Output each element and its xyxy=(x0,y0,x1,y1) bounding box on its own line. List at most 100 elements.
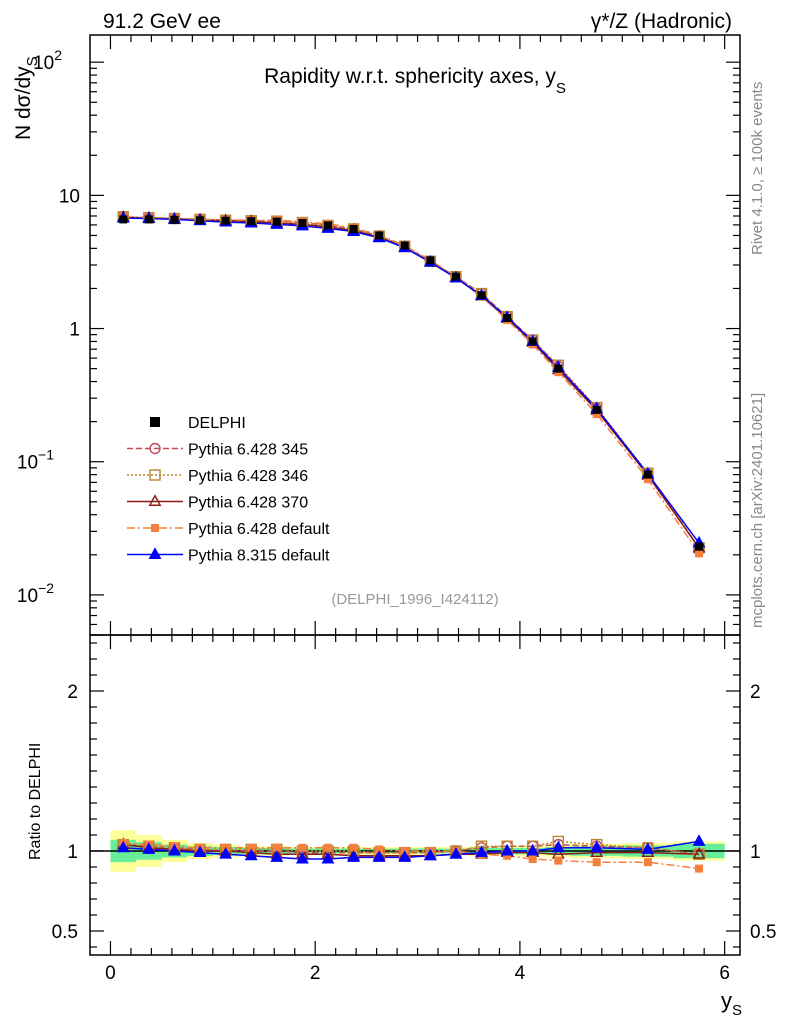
data-point xyxy=(695,542,704,551)
ratio-series-3-point xyxy=(643,858,652,867)
data-point xyxy=(323,221,332,230)
ratio-series-3-point xyxy=(695,864,704,873)
legend: DELPHI Pythia 6.428 345 Pythia 6.428 346 Py… xyxy=(127,415,330,565)
ratio-series-4-point xyxy=(475,845,488,858)
legend-marker-2 xyxy=(148,494,162,506)
ratio-ytick-label-right: 1 xyxy=(750,842,761,863)
data-point xyxy=(643,470,652,479)
ratio-series-4-point xyxy=(641,842,655,854)
main-series-layer xyxy=(116,210,706,558)
ratio-series-3-point xyxy=(323,843,332,852)
ratio-series-3-point xyxy=(298,843,307,852)
energy-label: 91.2 GeV ee xyxy=(103,10,221,33)
ratio-series-3-point xyxy=(272,843,281,852)
ratio-series-4-point xyxy=(423,848,437,861)
main-ylabel: N dσ/dyS xyxy=(12,56,41,140)
legend-label-4: Pythia 8.315 default xyxy=(188,548,330,565)
ratio-xtick-label: 2 xyxy=(310,963,321,984)
ratio-series-4-point xyxy=(500,843,514,856)
ratio-xtick-label: 6 xyxy=(719,963,730,984)
process-label: γ*/Z (Hadronic) xyxy=(591,10,732,33)
data-point xyxy=(477,291,486,300)
data-point xyxy=(451,272,460,281)
main-ytick-exponent: −1 xyxy=(38,447,54,463)
ratio-series-4-point xyxy=(347,850,361,862)
ratio-series-4-point xyxy=(449,847,463,859)
main-series-3-point xyxy=(643,475,652,484)
data-point xyxy=(221,216,230,225)
data-point xyxy=(426,256,435,265)
main-ytick-label: 10−2 xyxy=(17,580,54,607)
ratio-ytick-label: 1 xyxy=(67,842,78,863)
legend-label-1: Pythia 6.428 346 xyxy=(188,468,308,485)
data-point xyxy=(528,337,537,346)
data-point xyxy=(247,217,256,226)
ratio-ytick-label-right: 2 xyxy=(750,682,761,703)
ratio-series-3-point xyxy=(349,843,358,852)
ratio-series-layer xyxy=(90,830,740,873)
ratio-series-4-point xyxy=(219,847,233,859)
data-point xyxy=(375,231,384,240)
ratio-xtick-label: 0 xyxy=(105,963,116,984)
ratio-series-4-point xyxy=(295,851,309,864)
ratio-series-3-point xyxy=(247,843,256,852)
ratio-xlabel: yS xyxy=(721,988,742,1019)
legend-marker-4 xyxy=(148,547,162,559)
main-ytick-label: 10−1 xyxy=(17,447,54,474)
ratio-ytick-label-right: 0.5 xyxy=(750,922,776,943)
data-point xyxy=(196,216,205,225)
legend-marker-0 xyxy=(149,442,161,455)
ratio-series-4-point xyxy=(116,840,130,853)
ratio-series-4-point xyxy=(372,850,386,862)
main-series-3-point xyxy=(592,410,601,419)
ratio-series-4-point xyxy=(168,843,181,856)
ratio-series-4-point xyxy=(398,850,412,862)
ratio-ytick-label: 0.5 xyxy=(52,922,78,943)
ratio-series-4-point xyxy=(244,848,258,861)
ratio-series-4-point xyxy=(193,845,207,858)
main-ytick-label: 1 xyxy=(69,320,80,341)
data-point xyxy=(119,215,128,224)
ratio-series-4-point xyxy=(142,842,156,854)
legend-marker-data xyxy=(150,417,160,427)
legend-marker-3 xyxy=(151,524,159,532)
main-series-3-point xyxy=(695,549,704,558)
ratio-panel: 0.5 0.5 1 1 2 2 0 2 4 6 Ratio to DELPHI yS xyxy=(27,634,776,1019)
ratio-axes: 0.5 0.5 1 1 2 2 0 2 4 6 xyxy=(52,635,776,984)
data-point xyxy=(592,405,601,414)
ratio-series-3-point xyxy=(554,856,563,865)
data-point xyxy=(298,219,307,228)
main-ytick-label: 10 xyxy=(59,186,80,207)
data-point xyxy=(400,241,409,250)
legend-label-2: Pythia 6.428 370 xyxy=(188,495,308,512)
legend-marker-1 xyxy=(149,469,161,481)
data-point xyxy=(554,364,563,373)
ratio-series-3-point xyxy=(592,858,601,867)
data-point xyxy=(144,215,153,224)
ratio-frame xyxy=(89,634,741,956)
ratio-series-3-point xyxy=(375,845,384,854)
ratio-series-4-point xyxy=(270,850,284,862)
data-point xyxy=(503,314,512,323)
main-title: Rapidity w.r.t. sphericity axes, yS xyxy=(264,65,566,97)
ratio-series-2-point xyxy=(692,847,706,859)
ratio-series-3-point xyxy=(503,851,512,860)
legend-label-0: Pythia 6.428 345 xyxy=(188,442,308,459)
ratio-series-4-point xyxy=(551,840,565,853)
legend-label-data: DELPHI xyxy=(188,415,246,432)
analysis-id: (DELPHI_1996_I424112) xyxy=(331,591,498,608)
ratio-xtick-label: 4 xyxy=(515,963,526,984)
ratio-series-4-point xyxy=(590,840,604,853)
ratio-ylabel: Ratio to DELPHI xyxy=(27,743,44,860)
mcplots-label: mcplots.cern.ch [arXiv:2401.10621] xyxy=(749,393,766,628)
main-ytick-exponent: −2 xyxy=(38,580,54,596)
rivet-version-label: Rivet 4.1.0, ≥ 100k events xyxy=(749,82,766,255)
data-point xyxy=(170,215,179,224)
data-point xyxy=(272,217,281,226)
ratio-series-4-point xyxy=(321,851,335,864)
data-point xyxy=(349,224,358,233)
ratio-series-3-point xyxy=(528,855,537,863)
